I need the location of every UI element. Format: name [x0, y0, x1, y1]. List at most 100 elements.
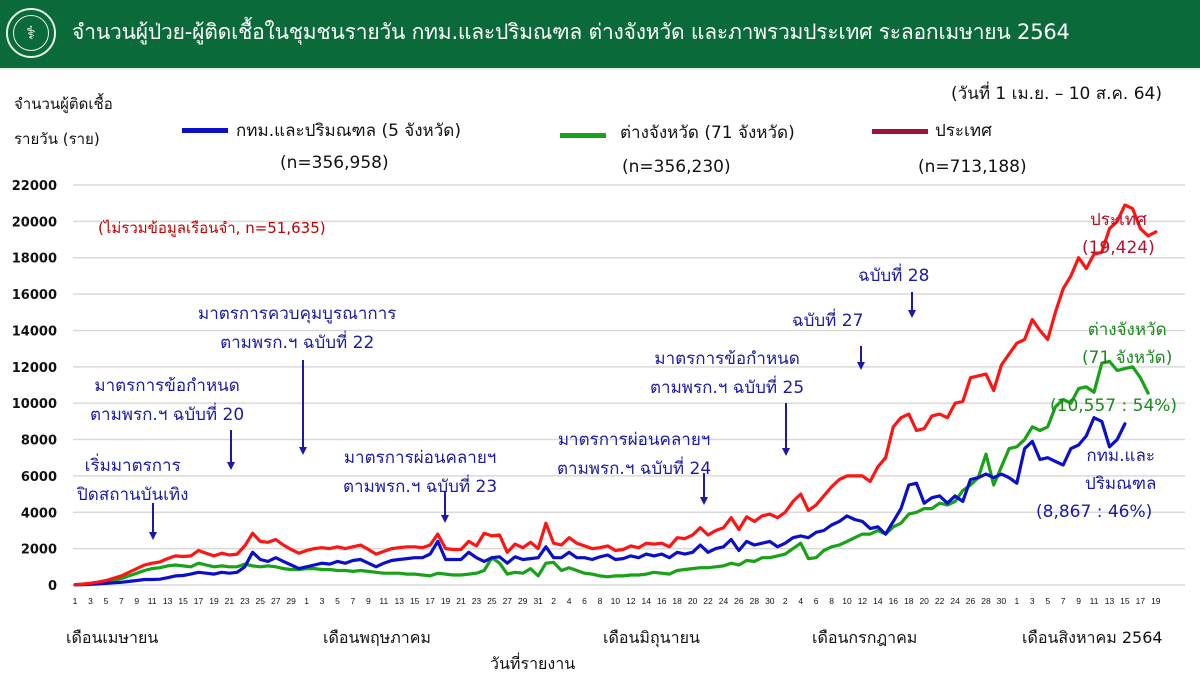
x-tick-label: 29 — [518, 596, 528, 606]
arrow-head-icon — [782, 448, 790, 456]
x-axis-title: วันที่รายงาน — [490, 654, 576, 673]
x-tick-label: 17 — [1136, 596, 1146, 606]
x-tick-label: 16 — [657, 596, 667, 606]
end-label-bkk: กทม.และ ปริมณฑล — [1085, 446, 1157, 494]
x-tick-label: 7 — [1061, 596, 1066, 606]
annotation-decree-24: มาตรการผ่อนคลายฯ ตามพรก.ฯ ฉบับที่ 24 — [557, 430, 712, 479]
title-banner: ⚕ จำนวนผู้ป่วย-ผู้ติดเชื้อในชุมชนรายวัน … — [0, 0, 1200, 70]
legend-label-country: ประเทศ — [935, 121, 992, 141]
x-tick-label: 9 — [134, 596, 139, 606]
x-tick-label: 30 — [765, 596, 775, 606]
x-tick-label: 3 — [1030, 596, 1035, 606]
x-tick-label: 26 — [966, 596, 976, 606]
month-label-april: เดือนเมษายน — [66, 628, 159, 647]
x-tick-label: 7 — [351, 596, 356, 606]
x-tick-label: 6 — [814, 596, 819, 606]
x-tick-label: 29 — [286, 596, 296, 606]
month-label-august: เดือนสิงหาคม 2564 — [1022, 628, 1163, 647]
x-tick-label: 1 — [73, 596, 78, 606]
series-line — [73, 416, 1127, 587]
x-tick-label: 18 — [672, 596, 682, 606]
y-tick-label: 22000 — [12, 179, 57, 194]
x-tick-label: 3 — [88, 596, 93, 606]
month-label-may: เดือนพฤษภาคม — [323, 628, 431, 647]
end-value-provinces: (10,557 : 54%) — [1050, 396, 1178, 416]
y-tick-label: 18000 — [12, 252, 57, 267]
x-tick-label: 26 — [734, 596, 744, 606]
month-label-june: เดือนมิถุนายน — [603, 628, 700, 647]
x-tick-label: 24 — [950, 596, 960, 606]
end-label-provinces: ต่างจังหวัด (71 จังหวัด) — [1082, 320, 1173, 368]
y-tick-label: 10000 — [12, 397, 57, 412]
x-tick-label: 10 — [842, 596, 852, 606]
legend-n-bkk: (n=356,958) — [280, 153, 389, 173]
x-tick-label: 2 — [551, 596, 556, 606]
annotation-decree-20: มาตรการข้อกำหนด ตามพรก.ฯ ฉบับที่ 20 — [90, 376, 245, 425]
x-tick-label: 14 — [642, 596, 652, 606]
annotation-decree-23: มาตรการผ่อนคลายฯ ตามพรก.ฯ ฉบับที่ 23 — [343, 448, 498, 497]
x-tick-label: 19 — [441, 596, 451, 606]
x-tick-label: 28 — [981, 596, 991, 606]
annotation-decree-28: ฉบับที่ 28 — [858, 266, 930, 286]
x-tick-label: 23 — [472, 596, 482, 606]
y-tick-label: 14000 — [12, 324, 57, 339]
x-tick-label: 15 — [1120, 596, 1130, 606]
x-tick-label: 12 — [858, 596, 868, 606]
x-tick-label: 23 — [240, 596, 250, 606]
y-tick-label: 4000 — [21, 506, 57, 521]
x-tick-label: 20 — [919, 596, 929, 606]
x-tick-label: 9 — [366, 596, 371, 606]
annotation-entertainment-closure: เริ่มมาตรการ ปิดสถานบันเทิง — [77, 456, 189, 505]
y-axis-label-line2: รายวัน (ราย) — [14, 130, 100, 148]
y-tick-label: 20000 — [12, 215, 57, 230]
arrow-head-icon — [299, 447, 307, 455]
month-label-july: เดือนกรกฎาคม — [812, 628, 918, 647]
x-tick-label: 27 — [271, 596, 281, 606]
legend-n-country: (n=713,188) — [918, 157, 1027, 177]
chart-title: จำนวนผู้ป่วย-ผู้ติดเชื้อในชุมชนรายวัน กท… — [72, 20, 1070, 44]
annotation-decree-25: มาตรการข้อกำหนด ตามพรก.ฯ ฉบับที่ 25 — [650, 349, 805, 398]
legend-line-bkk — [182, 128, 228, 133]
arrow-head-icon — [908, 310, 916, 318]
x-tick-label: 13 — [163, 596, 173, 606]
x-tick-label: 22 — [935, 596, 945, 606]
x-tick-label: 4 — [567, 596, 572, 606]
arrow-head-icon — [149, 532, 157, 540]
x-tick-label: 25 — [487, 596, 497, 606]
x-tick-label: 22 — [703, 596, 713, 606]
x-tick-label: 2 — [783, 596, 788, 606]
x-tick-label: 16 — [889, 596, 899, 606]
legend-n-provinces: (n=356,230) — [622, 157, 731, 177]
x-tick-label: 9 — [1076, 596, 1081, 606]
legend-label-bkk: กทม.และปริมณฑล (5 จังหวัด) — [236, 121, 461, 141]
x-tick-label: 1 — [304, 596, 309, 606]
x-tick-label: 25 — [256, 596, 266, 606]
x-tick-label: 15 — [178, 596, 188, 606]
x-tick-label: 15 — [410, 596, 420, 606]
x-tick-label: 18 — [904, 596, 914, 606]
y-tick-label: 12000 — [12, 361, 57, 376]
date-range-subtitle: (วันที่ 1 เม.ย. – 10 ส.ค. 64) — [951, 84, 1162, 104]
legend-label-provinces: ต่างจังหวัด (71 จังหวัด) — [620, 123, 795, 143]
x-tick-label: 1 — [1014, 596, 1019, 606]
x-tick-label: 21 — [225, 596, 235, 606]
legend-line-country — [872, 129, 928, 134]
x-tick-label: 11 — [1090, 596, 1099, 606]
x-tick-label: 8 — [598, 596, 603, 606]
x-tick-label: 5 — [104, 596, 109, 606]
x-tick-label: 13 — [1105, 596, 1115, 606]
x-tick-label: 24 — [719, 596, 729, 606]
x-tick-label: 17 — [194, 596, 204, 606]
x-tick-label: 21 — [456, 596, 466, 606]
x-tick-label: 19 — [209, 596, 219, 606]
y-axis-label-line1: จำนวนผู้ติดเชื้อ — [14, 95, 113, 113]
x-tick-label: 11 — [148, 596, 157, 606]
x-tick-label: 4 — [798, 596, 803, 606]
annotation-decree-22: มาตรการควบคุมบูรณาการ ตามพรก.ฯ ฉบับที่ 2… — [198, 304, 397, 353]
y-tick-label: 0 — [48, 579, 57, 594]
x-tick-label: 5 — [1045, 596, 1050, 606]
x-tick-label: 3 — [320, 596, 325, 606]
series-line — [73, 203, 1158, 587]
x-tick-label: 7 — [119, 596, 124, 606]
x-tick-label: 8 — [829, 596, 834, 606]
